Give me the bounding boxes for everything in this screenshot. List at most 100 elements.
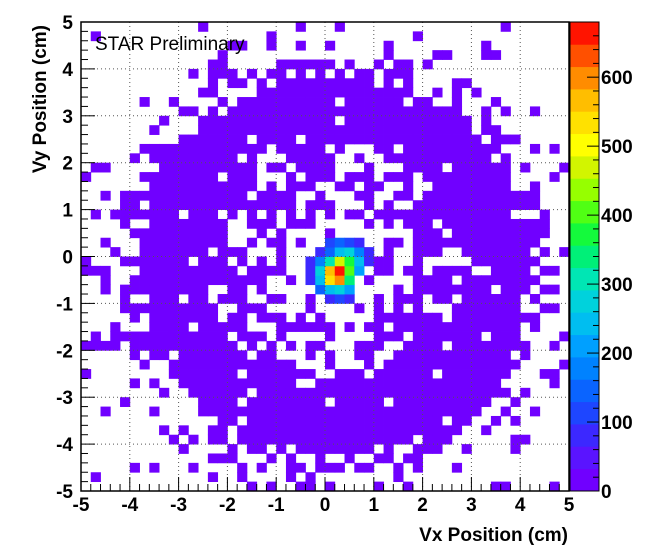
- heatmap-cell: [198, 294, 209, 304]
- heatmap-cell: [168, 97, 179, 107]
- heatmap-cell: [120, 218, 131, 229]
- heatmap-cell: [256, 106, 267, 117]
- heatmap-cell: [90, 209, 101, 220]
- heatmap-cell: [237, 462, 248, 473]
- heatmap-cell: [500, 162, 511, 173]
- heatmap-cell: [188, 378, 199, 389]
- heatmap-cell: [149, 284, 160, 295]
- heatmap-cell: [432, 415, 443, 426]
- heatmap-cell: [305, 397, 316, 407]
- heatmap-cell: [471, 134, 482, 145]
- heatmap-cell: [529, 237, 541, 248]
- heatmap-cell: [227, 200, 238, 210]
- heatmap-cell: [373, 312, 384, 323]
- heatmap-cell: [207, 125, 219, 135]
- heatmap-cell: [422, 359, 433, 370]
- heatmap-cell: [227, 172, 238, 182]
- heatmap-cell: [432, 200, 443, 210]
- heatmap-cell: [422, 406, 433, 417]
- heatmap-cell: [168, 331, 179, 342]
- heatmap-cell: [266, 115, 277, 126]
- heatmap-cell: [188, 369, 199, 379]
- heatmap-cell: [237, 303, 248, 314]
- heatmap-cell: [266, 97, 277, 107]
- heatmap-cell: [393, 359, 404, 370]
- heatmap-cell: [393, 153, 404, 164]
- heatmap-cell: [325, 331, 336, 342]
- heatmap-cell: [178, 181, 189, 192]
- heatmap-cell: [432, 444, 443, 454]
- heatmap-cell: [490, 303, 502, 314]
- heatmap-cell: [149, 312, 160, 323]
- heatmap-cell: [354, 415, 365, 426]
- colorbar-segment: [570, 89, 599, 112]
- heatmap-cell: [285, 322, 297, 332]
- heatmap-cell: [471, 387, 482, 398]
- heatmap-cell: [178, 153, 189, 164]
- heatmap-cell: [198, 181, 209, 192]
- heatmap-cell: [422, 322, 433, 332]
- heatmap-cell: [168, 228, 179, 239]
- heatmap-cell: [383, 415, 394, 426]
- heatmap-cell: [412, 294, 423, 304]
- heatmap-cell: [217, 434, 228, 445]
- heatmap-cell: [188, 228, 199, 239]
- heatmap-cell: [237, 190, 248, 201]
- heatmap-cell: [256, 331, 267, 342]
- heatmap-cell: [266, 125, 277, 135]
- heatmap-cell: [139, 275, 150, 286]
- heatmap-cell: [510, 331, 521, 342]
- heatmap-cell: [334, 87, 345, 98]
- heatmap-cell: [383, 312, 394, 323]
- heatmap-cell: [490, 359, 502, 370]
- heatmap-cell: [412, 31, 423, 42]
- heatmap-cell: [325, 425, 336, 436]
- heatmap-cell: [490, 312, 502, 323]
- heatmap-cell: [393, 237, 404, 248]
- heatmap-cell: [373, 209, 384, 220]
- heatmap-cell: [120, 190, 131, 201]
- heatmap-cell: [344, 444, 355, 454]
- heatmap-cell: [520, 228, 531, 239]
- heatmap-cell: [237, 275, 248, 286]
- heatmap-cell: [364, 134, 375, 145]
- heatmap-cell: [461, 331, 472, 342]
- heatmap-cell: [432, 50, 443, 60]
- heatmap-cell: [217, 369, 228, 379]
- heatmap-cell: [207, 472, 219, 483]
- heatmap-cell: [432, 106, 443, 117]
- x-tick-label: -3: [170, 495, 187, 516]
- heatmap-cell: [188, 275, 199, 286]
- heatmap-cell: [285, 415, 297, 426]
- heatmap-cell: [198, 322, 209, 332]
- heatmap-cell: [227, 40, 238, 51]
- colorbar-segment: [570, 156, 599, 179]
- heatmap-cell: [237, 162, 248, 173]
- heatmap-cell: [364, 247, 375, 257]
- heatmap-cell: [188, 350, 199, 361]
- heatmap-cell: [246, 481, 258, 492]
- heatmap-cell: [207, 209, 219, 220]
- heatmap-cell: [412, 265, 423, 276]
- heatmap-cell: [529, 294, 541, 304]
- heatmap-cell: [315, 453, 326, 464]
- heatmap-cell: [217, 134, 228, 145]
- heatmap-cell: [383, 359, 394, 370]
- heatmap-cell: [373, 303, 384, 314]
- heatmap-cell: [432, 350, 443, 361]
- heatmap-cell: [393, 106, 404, 117]
- heatmap-cell: [207, 87, 219, 98]
- heatmap-cell: [325, 265, 336, 276]
- heatmap-cell: [149, 181, 160, 192]
- heatmap-cell: [451, 237, 463, 248]
- heatmap-cell: [285, 153, 297, 164]
- heatmap-cell: [276, 200, 287, 210]
- heatmap-cell: [403, 312, 414, 323]
- heatmap-cell: [266, 406, 277, 417]
- heatmap-cell: [217, 143, 228, 154]
- heatmap-cell: [471, 87, 482, 98]
- heatmap-cell: [276, 425, 287, 436]
- heatmap-cell: [500, 134, 511, 145]
- heatmap-cell: [490, 209, 502, 220]
- heatmap-cell: [442, 218, 453, 229]
